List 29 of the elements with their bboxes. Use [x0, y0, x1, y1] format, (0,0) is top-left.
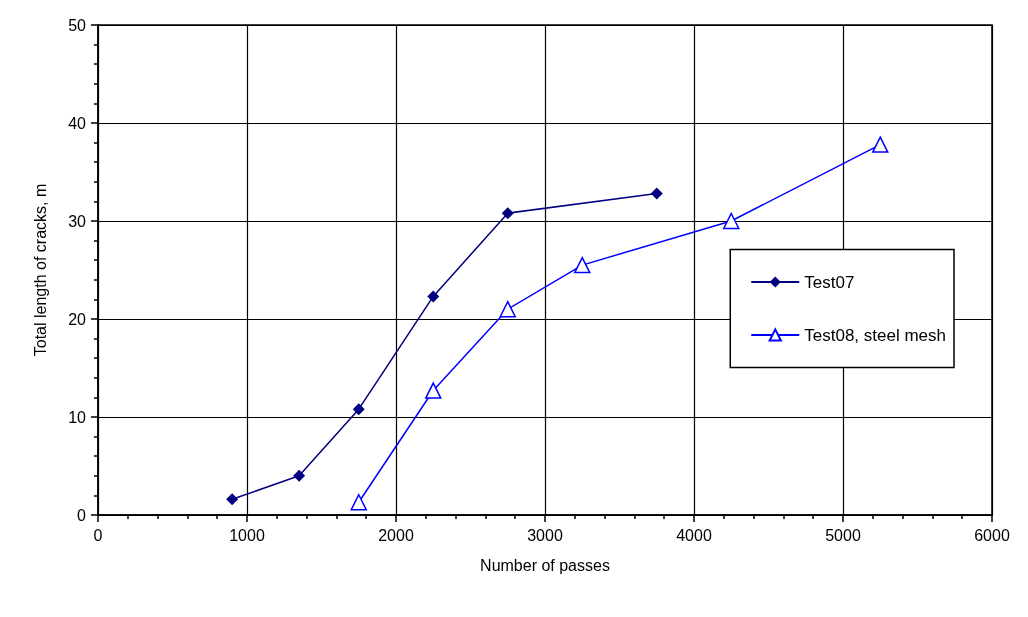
- point: [427, 290, 440, 303]
- y-tick-label: 40: [68, 114, 87, 132]
- y-tick-label: 30: [68, 212, 87, 230]
- point: [501, 207, 514, 220]
- point: [499, 300, 516, 318]
- point: [350, 494, 367, 511]
- point: [650, 187, 663, 200]
- point: [425, 382, 442, 399]
- legend-label: Test07: [804, 272, 855, 292]
- y-axis-title: Total length of cracks, m: [31, 183, 49, 357]
- x-tick-label: 4000: [676, 526, 712, 544]
- y-tick-label: 10: [68, 408, 87, 426]
- y-tick-label: 50: [68, 16, 87, 34]
- legend-label: Test08, steel mesh: [804, 325, 947, 345]
- x-tick-label: 0: [93, 526, 103, 544]
- x-tick-label: 6000: [974, 526, 1010, 544]
- point: [872, 136, 889, 153]
- point: [574, 256, 591, 274]
- x-axis-title: Number of passes: [480, 556, 610, 574]
- point: [293, 469, 306, 482]
- point: [226, 493, 239, 506]
- x-tick-label: 1000: [229, 526, 265, 544]
- x-tick-label: 2000: [378, 526, 414, 544]
- point: [723, 212, 740, 230]
- point: [352, 403, 365, 416]
- x-tick-label: 5000: [825, 526, 861, 544]
- y-tick-label: 20: [68, 310, 87, 328]
- x-tick-label: 3000: [527, 526, 563, 544]
- y-tick-label: 0: [77, 506, 87, 524]
